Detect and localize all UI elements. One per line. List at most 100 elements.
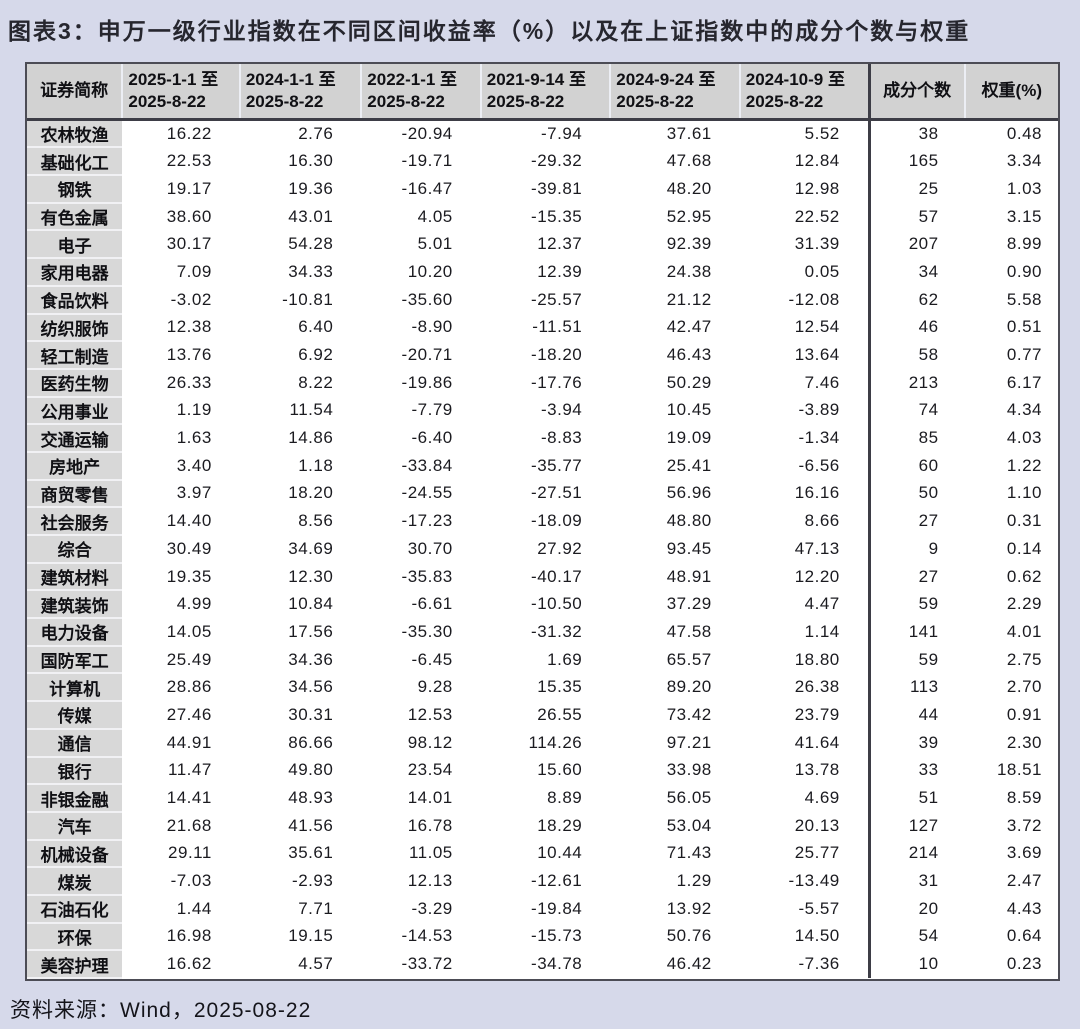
return-value-cell: -12.61 [480, 867, 611, 895]
constituent-count-cell: 9 [867, 535, 965, 563]
return-value-cell: 27.46 [122, 701, 240, 729]
return-value-cell: -20.71 [361, 341, 481, 369]
industry-name-cell: 煤炭 [27, 867, 123, 896]
return-value-cell: 13.64 [739, 341, 870, 369]
column-header: 2022-1-1 至 2025-8-22 [361, 64, 482, 122]
return-value-cell: -3.02 [122, 285, 240, 314]
return-value-cell: 35.61 [239, 839, 362, 868]
table-row: 食品饮料 -3.02 -10.81 -35.60 -25.57 21.12 -12.08 62… [27, 285, 1058, 315]
return-value-cell: 12.84 [739, 147, 870, 176]
return-value-cell: 14.05 [122, 618, 240, 646]
return-value-cell: 22.52 [739, 202, 870, 231]
table-row: 建筑装饰 4.99 10.84 -6.61 -10.50 37.29 4.47 59 2.29 [27, 590, 1058, 620]
return-value-cell: 48.91 [610, 562, 740, 591]
weight-cell: 1.22 [964, 451, 1058, 480]
return-value-cell: -3.89 [739, 396, 870, 425]
constituent-count-cell: 33 [867, 756, 965, 785]
column-header: 成分个数 [867, 64, 966, 122]
constituent-count-cell: 113 [867, 673, 965, 702]
industry-name-cell: 传媒 [27, 701, 123, 730]
table-row: 建筑材料 19.35 12.30 -35.83 -40.17 48.91 12.20 27 0.… [27, 562, 1058, 592]
return-value-cell: 6.40 [239, 313, 362, 342]
return-value-cell: -17.76 [480, 368, 611, 397]
return-value-cell: 1.44 [122, 894, 240, 923]
table-row: 公用事业 1.19 11.54 -7.79 -3.94 10.45 -3.89 74 4.34 [27, 396, 1058, 426]
industry-name-cell: 钢铁 [27, 175, 123, 204]
return-value-cell: 42.47 [610, 313, 740, 342]
return-value-cell: 30.49 [122, 535, 240, 563]
table-row: 通信 44.91 86.66 98.12 114.26 97.21 41.64 39 2.30 [27, 728, 1058, 758]
return-value-cell: 48.20 [610, 175, 740, 203]
table-row: 传媒 27.46 30.31 12.53 26.55 73.42 23.79 44 0.91 [27, 701, 1058, 730]
return-value-cell: -8.83 [480, 424, 611, 452]
return-value-cell: 49.80 [239, 756, 362, 785]
return-value-cell: 8.56 [239, 507, 362, 535]
column-header: 2025-1-1 至 2025-8-22 [122, 64, 241, 122]
table-row: 美容护理 16.62 4.57 -33.72 -34.78 46.42 -7.36 10 0.2… [27, 950, 1058, 979]
return-value-cell: 10.45 [610, 396, 740, 425]
return-value-cell: 3.97 [122, 479, 240, 508]
return-value-cell: -29.32 [480, 147, 611, 176]
table-row: 石油石化 1.44 7.71 -3.29 -19.84 13.92 -5.57 20 4.43 [27, 894, 1058, 924]
weight-cell: 0.64 [964, 922, 1058, 951]
return-value-cell: -1.34 [739, 424, 870, 452]
source-note: 资料来源：Wind，2025-08-22 [10, 999, 312, 1022]
return-value-cell: 19.15 [239, 922, 362, 951]
return-value-cell: 11.47 [122, 756, 240, 785]
return-value-cell: -7.94 [480, 119, 611, 148]
constituent-count-cell: 54 [867, 922, 965, 951]
return-value-cell: 18.29 [480, 811, 611, 840]
weight-cell: 0.90 [964, 258, 1058, 286]
return-value-cell: 10.20 [361, 258, 481, 286]
column-header: 2024-10-9 至 2025-8-22 [739, 64, 871, 122]
return-value-cell: 31.39 [739, 230, 870, 259]
table-row: 轻工制造 13.76 6.92 -20.71 -18.20 46.43 13.64 58 0.7… [27, 341, 1058, 370]
return-value-cell: 18.20 [239, 479, 362, 508]
return-value-cell: 11.54 [239, 396, 362, 425]
return-value-cell: 13.78 [739, 756, 870, 785]
return-value-cell: 25.77 [739, 839, 870, 868]
return-value-cell: 41.56 [239, 811, 362, 840]
constituent-count-cell: 127 [867, 811, 965, 840]
constituent-count-cell: 59 [867, 645, 965, 674]
return-value-cell: 16.62 [122, 950, 240, 978]
return-value-cell: -14.53 [361, 922, 481, 951]
return-value-cell: 37.61 [610, 119, 740, 148]
weight-cell: 0.51 [964, 313, 1058, 342]
weight-cell: 1.10 [964, 479, 1058, 508]
return-value-cell: 27.92 [480, 535, 611, 563]
column-header: 权重(%) [964, 64, 1058, 122]
industry-name-cell: 商贸零售 [27, 479, 123, 509]
return-value-cell: 41.64 [739, 728, 870, 757]
return-value-cell: 14.40 [122, 507, 240, 535]
industry-name-cell: 银行 [27, 756, 123, 786]
return-value-cell: 24.38 [610, 258, 740, 286]
weight-cell: 4.34 [964, 396, 1058, 425]
return-value-cell: 19.09 [610, 424, 740, 452]
industry-name-cell: 美容护理 [27, 950, 123, 979]
return-value-cell: 1.14 [739, 618, 870, 646]
constituent-count-cell: 165 [867, 147, 965, 176]
return-value-cell: 16.30 [239, 147, 362, 176]
weight-cell: 0.91 [964, 701, 1058, 729]
weight-cell: 0.23 [964, 950, 1058, 978]
return-value-cell: 34.56 [239, 673, 362, 702]
return-value-cell: 89.20 [610, 673, 740, 702]
return-value-cell: 12.39 [480, 258, 611, 286]
constituent-count-cell: 25 [867, 175, 965, 203]
return-value-cell: -35.30 [361, 618, 481, 646]
return-value-cell: 4.47 [739, 590, 870, 619]
table-row: 环保 16.98 19.15 -14.53 -15.73 50.76 14.50 54 0.64 [27, 922, 1058, 952]
return-value-cell: -12.08 [739, 285, 870, 314]
industry-name-cell: 电力设备 [27, 618, 123, 647]
return-value-cell: 44.91 [122, 728, 240, 757]
return-value-cell: -34.78 [480, 950, 611, 978]
return-value-cell: 16.78 [361, 811, 481, 840]
industry-name-cell: 医药生物 [27, 368, 123, 398]
weight-cell: 2.30 [964, 728, 1058, 757]
weight-cell: 0.48 [964, 119, 1058, 148]
return-value-cell: 25.41 [610, 451, 740, 480]
weight-cell: 5.58 [964, 285, 1058, 314]
return-value-cell: 30.31 [239, 701, 362, 729]
